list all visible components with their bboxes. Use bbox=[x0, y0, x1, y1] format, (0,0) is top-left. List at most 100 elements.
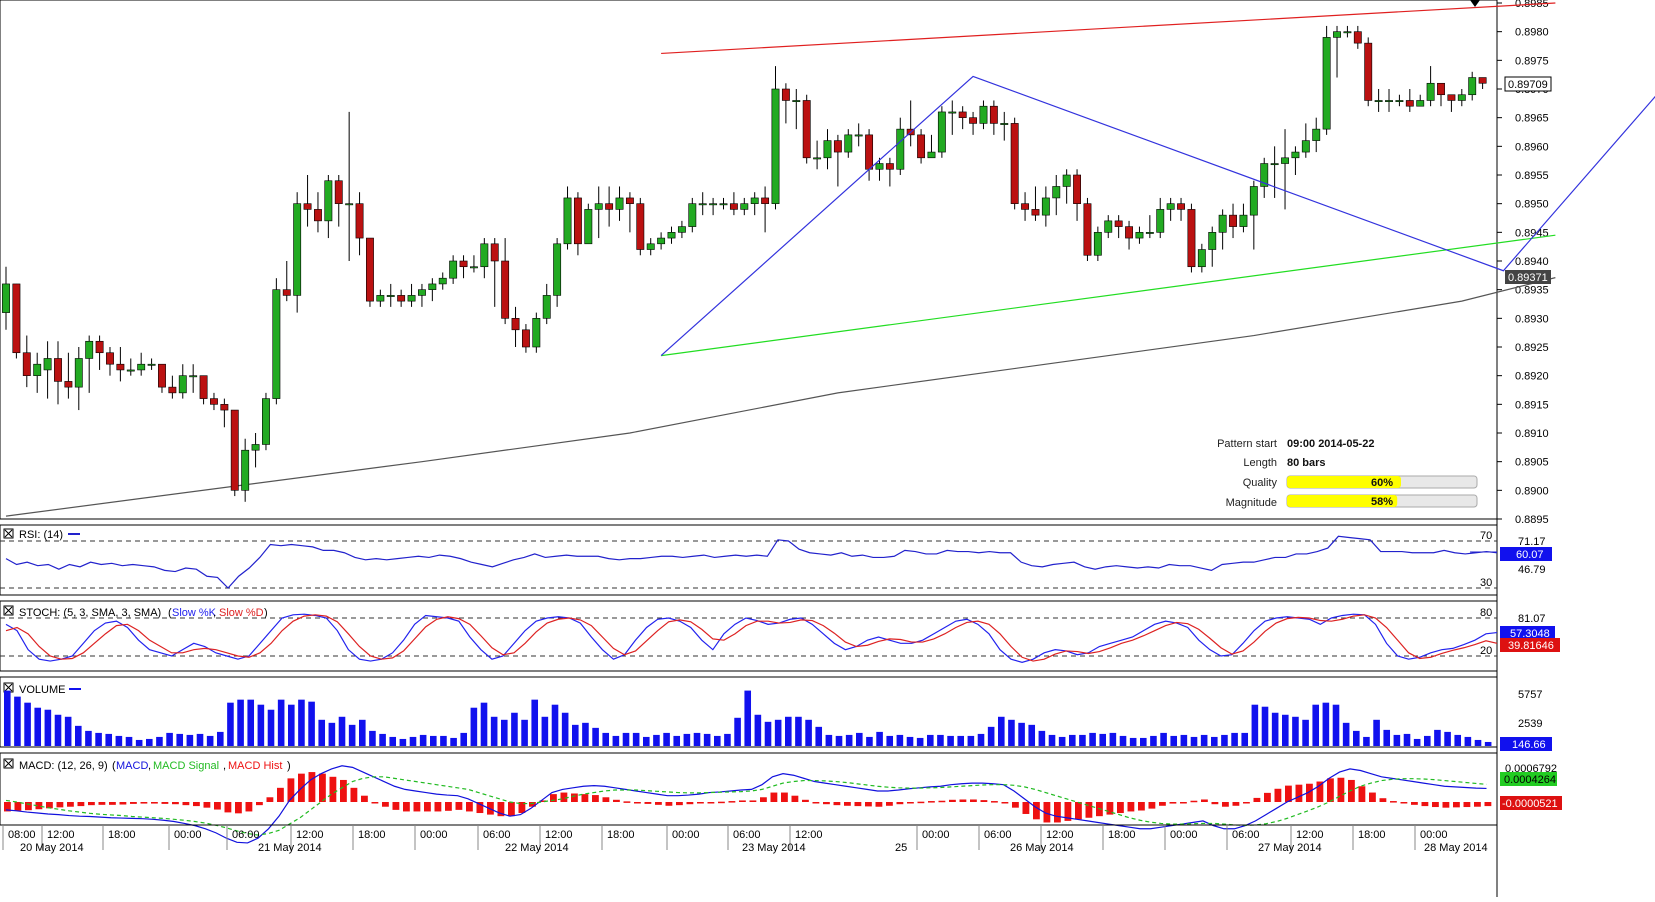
macd-hist-bar bbox=[980, 800, 988, 802]
time-label: 12:00 bbox=[1296, 829, 1324, 841]
candle-body bbox=[366, 237, 374, 302]
macd-hist-bar bbox=[991, 801, 998, 803]
candle-body bbox=[158, 363, 166, 388]
volume-bar bbox=[115, 735, 123, 746]
volume-bar bbox=[440, 735, 447, 746]
candle-body bbox=[324, 180, 333, 222]
candle-body bbox=[792, 100, 801, 102]
moving-average-layer bbox=[5, 277, 1556, 517]
length-label: Length bbox=[1243, 457, 1277, 469]
candle-body bbox=[1312, 128, 1321, 141]
macd-close-icon[interactable] bbox=[3, 758, 14, 769]
pattern-zigzag bbox=[660, 75, 1655, 357]
volume-bar bbox=[734, 717, 741, 746]
volume-bar bbox=[1170, 735, 1178, 746]
volume-bar bbox=[480, 702, 488, 746]
macd-hist-bar bbox=[949, 799, 956, 802]
volume-bar bbox=[1363, 736, 1370, 746]
volume-bar bbox=[906, 736, 914, 746]
candle-body bbox=[469, 266, 478, 269]
stoch-d-line bbox=[5, 614, 1498, 662]
volume-bar bbox=[1231, 732, 1238, 746]
price-tick-label: 0.8935 bbox=[1515, 285, 1549, 297]
candle-body bbox=[1062, 174, 1071, 187]
volume-bar bbox=[105, 733, 113, 746]
volume-axis-label-mid: 2539 bbox=[1518, 718, 1542, 730]
macd-hist-bar bbox=[623, 801, 631, 803]
candle-body bbox=[334, 180, 343, 204]
macd-signal-label: MACD Signal bbox=[153, 760, 219, 772]
candle-body bbox=[511, 318, 520, 331]
volume-bar bbox=[460, 732, 468, 746]
volume-bar bbox=[1393, 734, 1401, 746]
macd-hist-bar bbox=[707, 802, 715, 804]
volume-bar bbox=[572, 724, 579, 746]
volume-bar bbox=[673, 735, 681, 746]
price-tick-label: 0.8930 bbox=[1515, 313, 1549, 325]
stoch-close-icon[interactable] bbox=[3, 605, 14, 616]
candle-body bbox=[85, 340, 94, 359]
candle-body bbox=[781, 88, 790, 101]
volume-bar bbox=[1484, 741, 1492, 746]
macd-hist-bar bbox=[1337, 777, 1345, 802]
volume-bar bbox=[1028, 724, 1036, 746]
volume-bar bbox=[795, 716, 802, 746]
candle-body bbox=[553, 243, 562, 296]
candle-body bbox=[771, 88, 780, 204]
panel-frame-0 bbox=[0, 0, 1498, 520]
volume-bar bbox=[419, 734, 427, 746]
candle-body bbox=[282, 289, 291, 296]
volume-bar bbox=[389, 736, 397, 746]
volume-bar bbox=[531, 699, 539, 746]
price-tick-label: 0.8945 bbox=[1515, 227, 1549, 239]
macd-hist-bar bbox=[140, 802, 148, 804]
macd-hist-bar bbox=[1201, 799, 1208, 802]
volume-bar bbox=[511, 712, 518, 746]
macd-line-label: MACD bbox=[116, 760, 148, 772]
macd-hist-bar bbox=[749, 800, 757, 802]
date-label: 28 May 2014 bbox=[1424, 842, 1488, 854]
stoch-k-current-box bbox=[1500, 626, 1555, 640]
macd-hist-label: MACD Hist bbox=[228, 760, 282, 772]
candle-body bbox=[262, 398, 270, 445]
candle-body bbox=[376, 295, 385, 302]
candle-body bbox=[438, 277, 447, 285]
rsi-current-value: 60.07 bbox=[1516, 549, 1544, 561]
price-tick-label: 0.8910 bbox=[1515, 428, 1549, 440]
volume-bar bbox=[1099, 733, 1107, 746]
volume-bar bbox=[54, 714, 62, 746]
volume-bar bbox=[409, 736, 417, 746]
volume-current-value: 146.66 bbox=[1512, 739, 1546, 751]
rsi-level-70-label: 70 bbox=[1480, 530, 1492, 542]
price-tick-label: 0.8975 bbox=[1515, 55, 1549, 67]
macd-hist-bar bbox=[1190, 800, 1198, 803]
candle-body bbox=[573, 197, 582, 245]
macd-hist-bar bbox=[770, 792, 778, 802]
macd-hist-bar bbox=[644, 802, 652, 804]
candle-body bbox=[314, 209, 322, 222]
macd-hist-bar bbox=[319, 773, 326, 802]
macd-hist-bar bbox=[203, 802, 211, 808]
time-label: 12:00 bbox=[545, 829, 573, 841]
candle-body bbox=[54, 358, 62, 382]
stoch-panel: STOCH: (5, 3, SMA, 3, SMA) ( Slow %K , S… bbox=[0, 605, 1560, 663]
rsi-close-icon[interactable] bbox=[3, 528, 14, 539]
time-label: 12:00 bbox=[296, 829, 324, 841]
length-value: 80 bars bbox=[1287, 457, 1326, 469]
volume-bar bbox=[1069, 734, 1076, 746]
volume-bar bbox=[470, 707, 478, 746]
candle-body bbox=[594, 203, 603, 210]
volume-bar bbox=[1160, 732, 1167, 746]
quality-label: Quality bbox=[1243, 477, 1278, 489]
macd-hist-bar bbox=[917, 801, 925, 804]
volume-bar bbox=[146, 738, 153, 746]
macd-hist-bar bbox=[1138, 802, 1145, 811]
volume-bar bbox=[34, 707, 42, 746]
candle-body bbox=[1301, 140, 1310, 153]
macd-hist-bar bbox=[686, 802, 694, 805]
candle-body bbox=[428, 283, 437, 290]
candle-body bbox=[854, 134, 863, 137]
macd-hist-bar bbox=[98, 802, 106, 805]
volume-bar bbox=[866, 736, 873, 746]
candle-body bbox=[418, 289, 426, 296]
